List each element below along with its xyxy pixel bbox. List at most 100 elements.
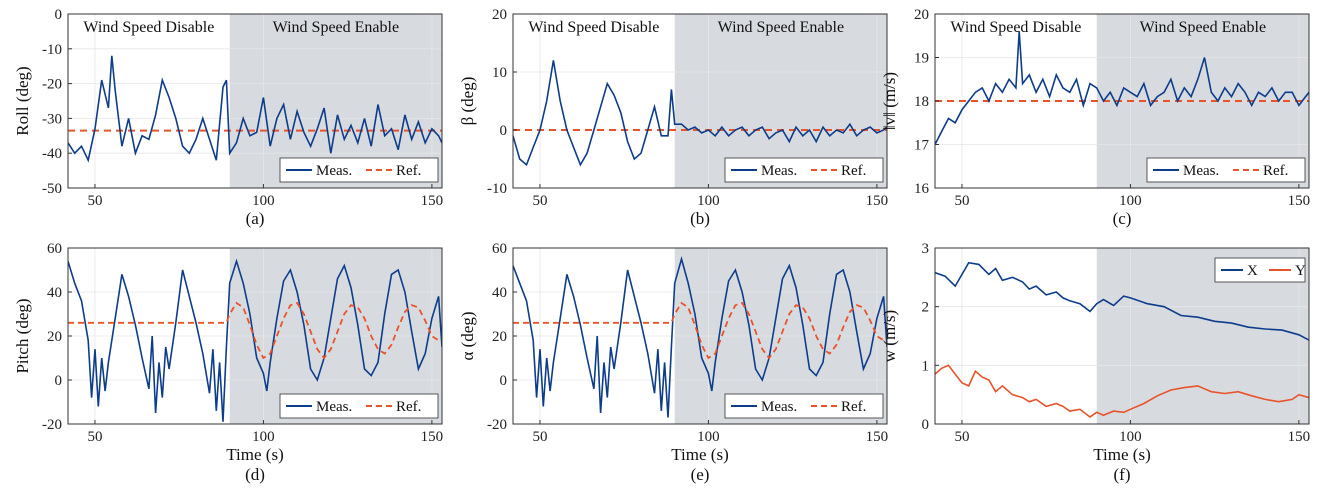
axes-frame [512,13,888,189]
x-axis-label: Time (s) [226,445,283,464]
panel-caption: (b) [690,209,710,228]
y-axis-label: β (deg) [458,77,477,126]
region-label-enable: Wind Speed Enable [718,19,844,36]
x-tick-label: 100 [1119,193,1142,209]
chart-panel-e: -20 0 20 40 60 50 100 150 α (deg) Time (s)(e) Meas… [458,241,888,484]
y-tick-label: 0 [500,373,508,389]
y-tick-label: 18 [914,94,929,110]
y-tick-label: 3 [922,241,930,257]
series-line-meas [68,258,442,422]
legend-label: Ref. [841,399,866,415]
y-tick-label: 19 [914,51,929,67]
series-line-meas [513,256,887,418]
x-axis-label: Time (s) [671,445,728,464]
legend-label: Ref. [841,163,866,179]
y-tick-label: 20 [47,329,62,345]
y-tick-label: 17 [914,138,930,154]
series-line-y [935,364,1309,418]
y-tick-label: 20 [914,7,929,23]
y-tick-label: 20 [492,329,507,345]
y-tick-label: -10 [42,42,62,58]
y-axis-label: w (m/s) [880,310,899,362]
legend: Meas. Ref. [724,157,884,183]
x-tick-label: 100 [697,193,720,209]
y-tick-label: 0 [55,373,63,389]
region-label-disable: Wind Speed Disable [528,19,659,36]
x-tick-label: 50 [532,429,547,445]
x-tick-label: 150 [421,193,444,209]
y-tick-label: 60 [47,241,62,257]
series-line-meas [935,31,1309,145]
legend-label: Ref. [396,399,421,415]
legend-label: Meas. [761,163,797,179]
legend: Meas. Ref. [1146,157,1306,183]
series-line-x [935,261,1309,341]
legend: Meas. Ref. [724,393,884,419]
x-tick-label: 100 [252,429,275,445]
y-tick-label: 16 [914,181,930,197]
x-tick-label: 100 [1119,429,1142,445]
y-axis-label: α (deg) [458,311,477,360]
x-tick-label: 100 [252,193,275,209]
y-tick-label: 0 [500,123,508,139]
region-label-disable: Wind Speed Disable [950,19,1081,36]
series-line-meas [513,60,887,167]
panel-caption: (a) [246,209,265,228]
y-tick-label: -40 [42,146,62,162]
legend-label: Y [1295,263,1306,279]
legend-label: Ref. [396,163,421,179]
x-tick-label: 100 [697,429,720,445]
legend-label: X [1247,263,1258,279]
y-tick-label: -20 [42,417,62,433]
panel-caption: (e) [691,465,710,484]
series-line-meas [68,55,442,163]
x-tick-label: 150 [866,429,889,445]
chart-panel-d: -20 0 20 40 60 50 100 150 Pitch (deg) Time (s)(d)… [13,241,443,484]
y-tick-label: -30 [42,111,62,127]
legend-label: Meas. [761,399,797,415]
region-label-enable: Wind Speed Enable [273,19,399,36]
y-tick-label: -10 [487,181,507,197]
legend-label: Meas. [316,163,352,179]
y-tick-label: 40 [492,285,507,301]
y-tick-label: 1 [922,358,930,374]
axes-frame [67,13,443,189]
x-tick-label: 50 [87,429,102,445]
chart-panel-b: -10 0 10 20 50 100 150 Wind Speed Disable Wind S… [458,7,888,228]
x-tick-label: 150 [1288,193,1311,209]
legend-label: Meas. [316,399,352,415]
y-tick-label: 0 [922,417,930,433]
x-tick-label: 50 [954,193,969,209]
series-line-ref [513,301,887,360]
panel-caption: (f) [1114,465,1131,484]
axes-frame [934,247,1310,425]
region-label-disable: Wind Speed Disable [83,19,214,36]
chart-panel-a: -50 -40 -30 -20 -10 0 50 100 150 Wind Speed Disab… [13,7,443,228]
x-tick-label: 50 [954,429,969,445]
x-tick-label: 50 [87,193,102,209]
y-tick-label: 10 [492,65,507,81]
legend-label: Ref. [1263,163,1288,179]
panel-caption: (d) [245,465,265,484]
y-axis-label: Roll (deg) [13,66,32,135]
y-axis-label: ‖v‖ (m/s) [880,72,899,130]
y-tick-label: 40 [47,285,62,301]
y-tick-label: 0 [55,7,63,23]
region-label-enable: Wind Speed Enable [1140,19,1266,36]
legend: Meas. Ref. [279,393,439,419]
series-line-ref [68,301,442,360]
y-axis-label: Pitch (deg) [13,298,32,373]
x-tick-label: 150 [866,193,889,209]
y-tick-label: -50 [42,181,62,197]
chart-panel-c: 16 17 18 19 20 50 100 150 Wind Speed Disable Wind… [880,7,1310,228]
y-tick-label: -20 [487,417,507,433]
y-tick-label: 20 [492,7,507,23]
panel-caption: (c) [1113,209,1132,228]
y-tick-label: 2 [922,300,930,316]
y-tick-label: 60 [492,241,507,257]
legend-label: Meas. [1183,163,1219,179]
x-axis-label: Time (s) [1093,445,1150,464]
